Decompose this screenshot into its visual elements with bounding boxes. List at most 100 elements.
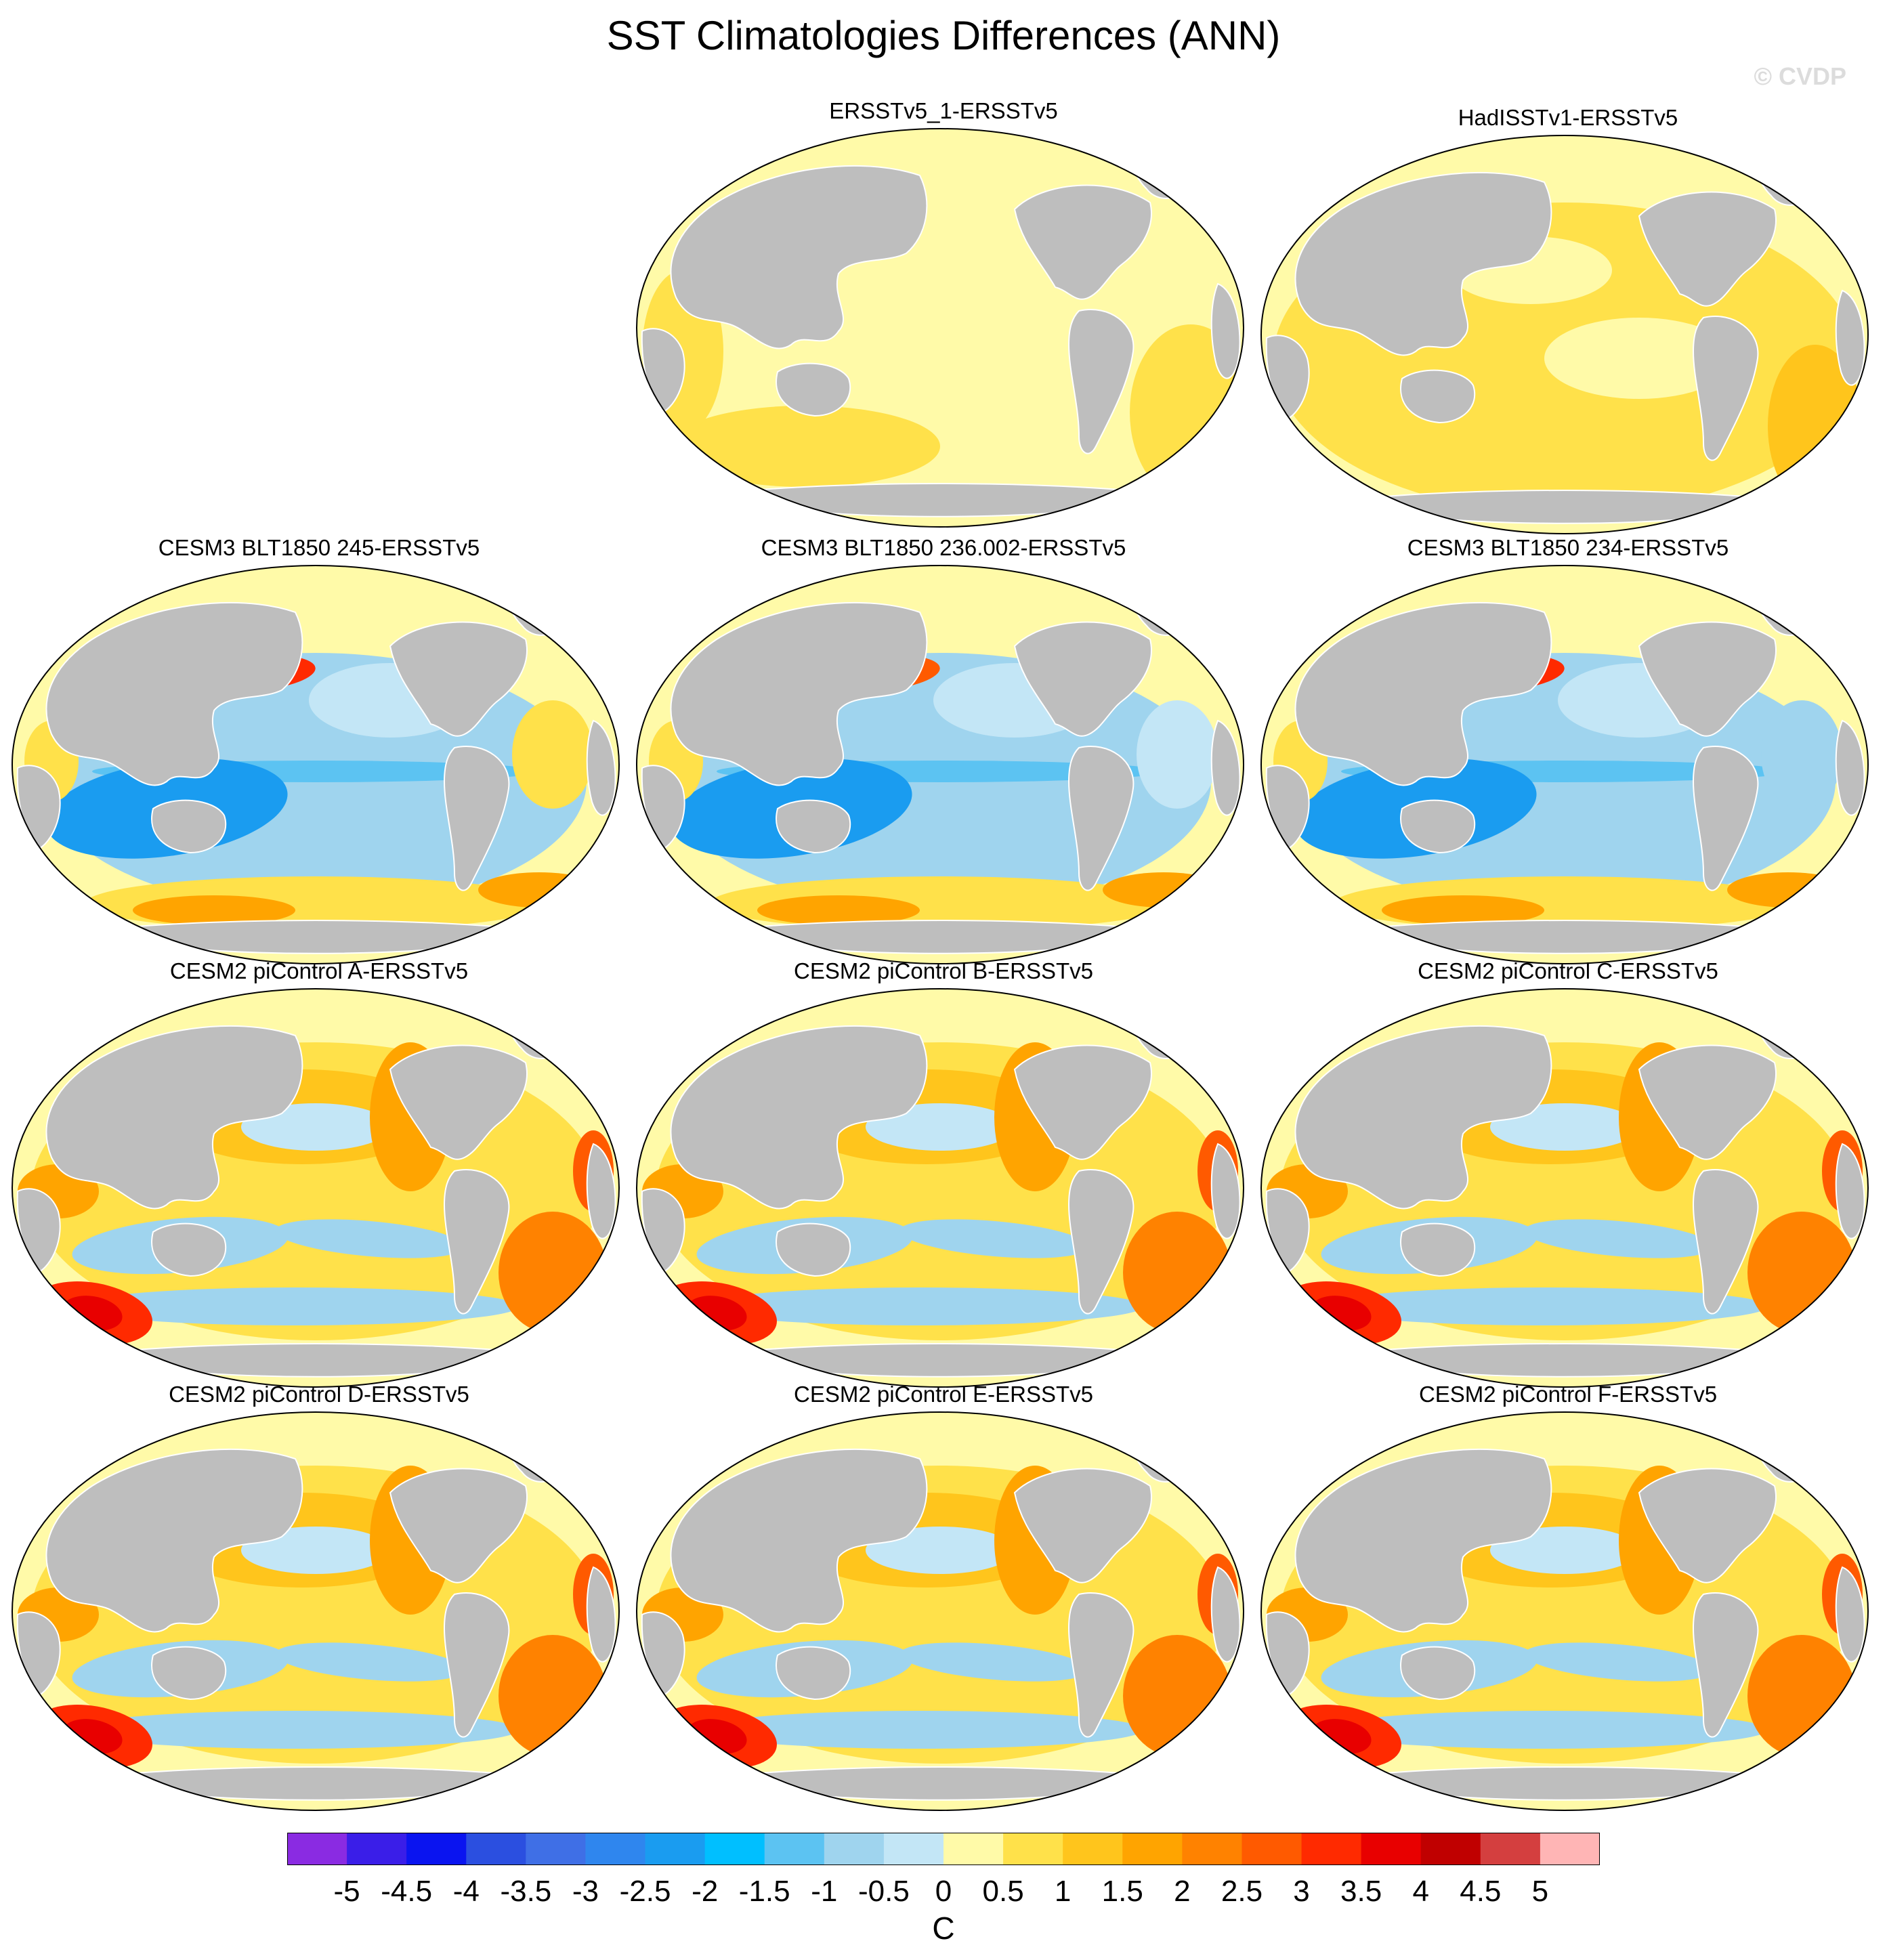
map-panel: CESM2 piControl E-ERSSTv5 <box>635 1382 1252 1815</box>
land-mass <box>1638 1044 1777 1160</box>
ocean-anomaly-band <box>669 406 940 487</box>
colorbar-units: C <box>932 1911 955 1946</box>
colorbar-tick-label: 4 <box>1412 1875 1429 1908</box>
ocean-anomaly-southern-warm <box>1103 872 1225 908</box>
land-mass <box>1210 1566 1241 1663</box>
robinson-map <box>12 1411 620 1811</box>
land-mass <box>714 920 1166 954</box>
ocean-anomaly-atlantic <box>1137 700 1218 809</box>
land-mass <box>443 1169 510 1315</box>
land-mass <box>1638 621 1777 737</box>
map-outline <box>636 128 1244 528</box>
land-mass <box>1067 1169 1135 1315</box>
panel-title: CESM3 BLT1850 245-ERSSTv5 <box>158 535 480 560</box>
robinson-map <box>636 128 1244 528</box>
land-mass <box>1835 1143 1865 1239</box>
land-mass <box>586 719 616 816</box>
map-panel: CESM3 BLT1850 236.002-ERSSTv5 <box>635 535 1252 968</box>
colorbar-tick-label: -1.5 <box>738 1875 790 1908</box>
land-mass <box>443 746 510 891</box>
panel-title: HadISSTv1-ERSSTv5 <box>1458 105 1678 130</box>
ocean-anomaly-cold-band <box>1524 1642 1714 1682</box>
land-mass <box>1294 601 1552 786</box>
colorbar-swatch <box>585 1833 646 1865</box>
land-mass <box>1692 316 1759 461</box>
cvdp-watermark: © CVDP <box>1754 62 1846 90</box>
land-mass <box>1294 1448 1552 1633</box>
colorbar-tick-label: 4.5 <box>1460 1875 1502 1908</box>
map-outline <box>636 565 1244 964</box>
land-mass <box>1692 1592 1759 1738</box>
land-mass <box>389 621 528 737</box>
map-outline <box>1260 565 1869 964</box>
panel-title: CESM3 BLT1850 234-ERSSTv5 <box>1407 535 1729 560</box>
robinson-map <box>1260 1411 1869 1811</box>
panel-title: CESM2 piControl F-ERSSTv5 <box>1418 1382 1718 1407</box>
robinson-map <box>12 988 620 1388</box>
ocean-anomaly-southern-cold <box>1321 1287 1768 1325</box>
colorbar-swatch <box>704 1833 765 1865</box>
land-mass <box>586 1143 616 1239</box>
land-mass <box>776 1222 851 1277</box>
colorbar-swatch <box>645 1833 706 1865</box>
map-panel: CESM2 piControl F-ERSSTv5 <box>1260 1382 1876 1815</box>
robinson-map <box>12 565 620 964</box>
map-panel: CESM3 BLT1850 245-ERSSTv5 <box>11 535 627 968</box>
land-mass <box>1067 1592 1135 1738</box>
land-mass <box>389 1044 528 1160</box>
land-mass <box>1067 746 1135 891</box>
ocean-anomaly-southern-warm <box>757 895 920 925</box>
land-mass <box>1638 1468 1777 1583</box>
robinson-map <box>1260 135 1869 534</box>
colorbar-swatch <box>1301 1833 1362 1865</box>
land-mass <box>45 1448 303 1633</box>
land-mass <box>776 362 851 417</box>
ocean-anomaly-southern-cold <box>72 1287 519 1325</box>
colorbar-tick-label: 0 <box>935 1875 952 1908</box>
land-mass <box>1692 1169 1759 1315</box>
ocean-anomaly-southern-cold <box>72 1711 519 1749</box>
land-mass <box>151 799 227 854</box>
colorbar-tick-label: -2 <box>692 1875 719 1908</box>
ocean-anomaly-cold-band <box>1524 1219 1714 1258</box>
land-mass <box>1013 621 1152 737</box>
land-mass <box>1338 490 1791 524</box>
robinson-map <box>636 1411 1244 1811</box>
ocean-anomaly-cold-band <box>275 1219 465 1258</box>
land-mass <box>1400 1222 1476 1277</box>
colorbar-tick-label: -0.5 <box>857 1875 910 1908</box>
land-mass <box>1013 1468 1152 1583</box>
colorbar-swatch <box>1480 1833 1541 1865</box>
colorbar-swatch <box>1420 1833 1481 1865</box>
colorbar-swatch <box>1182 1833 1242 1865</box>
land-mass <box>1338 920 1791 954</box>
land-mass <box>670 1025 928 1210</box>
land-mass <box>1835 289 1865 386</box>
colorbar-tick-label: -4.5 <box>381 1875 433 1908</box>
colorbar-swatch <box>944 1833 1004 1865</box>
land-mass <box>1835 719 1865 816</box>
land-mass <box>89 1343 542 1378</box>
map-panel: CESM3 BLT1850 234-ERSSTv5 <box>1260 535 1876 968</box>
colorbar-swatch <box>824 1833 885 1865</box>
colorbar-tick-label: 3 <box>1293 1875 1310 1908</box>
colorbar-tick-label: -4 <box>452 1875 480 1908</box>
land-mass <box>1338 1343 1791 1378</box>
land-mass <box>89 920 542 954</box>
ocean-anomaly-southern-cold <box>1321 1711 1768 1749</box>
ocean-anomaly-southern-warm <box>1727 872 1849 908</box>
colorbar-tick-label: -2.5 <box>619 1875 671 1908</box>
land-mass <box>1210 719 1241 816</box>
land-mass <box>1400 369 1476 424</box>
land-mass <box>714 1766 1166 1801</box>
colorbar-swatch <box>347 1833 407 1865</box>
colorbar-tick-label: -3.5 <box>500 1875 552 1908</box>
panel-title: CESM3 BLT1850 236.002-ERSSTv5 <box>761 535 1126 560</box>
colorbar-swatch <box>287 1833 347 1865</box>
colorbar-tick-label: 1.5 <box>1101 1875 1143 1908</box>
colorbar-swatch <box>1540 1833 1600 1865</box>
colorbar-tick-label: 3.5 <box>1340 1875 1382 1908</box>
panel-title: CESM2 piControl B-ERSSTv5 <box>794 958 1093 983</box>
map-panel: CESM2 piControl B-ERSSTv5 <box>635 958 1252 1392</box>
land-mass <box>714 483 1166 517</box>
